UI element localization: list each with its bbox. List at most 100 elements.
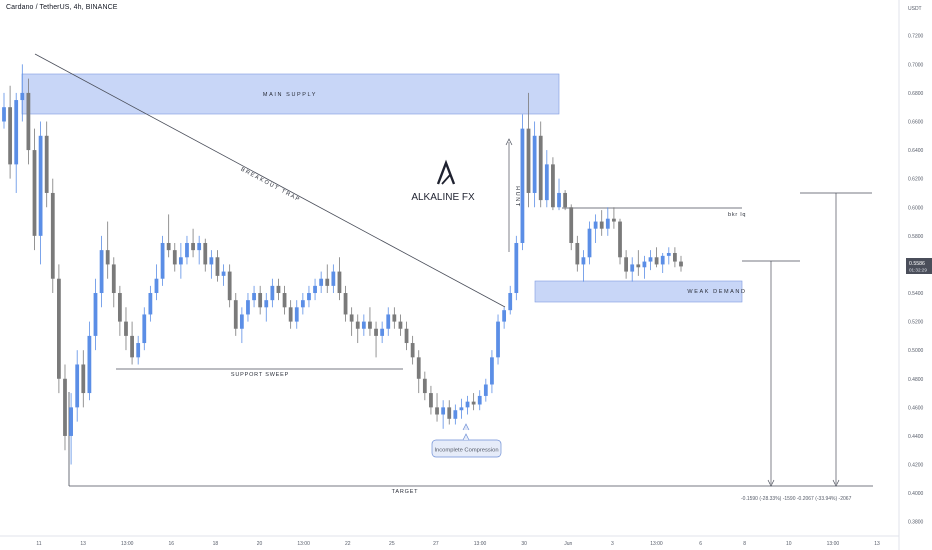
candle[interactable] (99, 250, 104, 294)
candle[interactable] (514, 242, 519, 294)
candle[interactable] (221, 271, 226, 276)
candle[interactable] (57, 278, 61, 379)
candle[interactable] (404, 328, 409, 344)
candle[interactable] (630, 264, 635, 272)
candle[interactable] (32, 150, 37, 236)
candle[interactable] (111, 264, 116, 294)
candle[interactable] (380, 328, 385, 336)
candle[interactable] (453, 410, 458, 419)
candle[interactable] (605, 218, 610, 229)
candle[interactable] (429, 393, 433, 408)
candle[interactable] (490, 357, 494, 385)
candle[interactable] (124, 321, 128, 336)
candle[interactable] (130, 335, 134, 358)
candle[interactable] (26, 92, 31, 151)
candle[interactable] (520, 128, 525, 243)
candle[interactable] (142, 314, 147, 344)
candle[interactable] (361, 321, 366, 329)
candle[interactable] (300, 300, 305, 308)
candle[interactable] (435, 407, 439, 415)
candle[interactable] (185, 242, 189, 258)
candle[interactable] (563, 192, 568, 208)
candle[interactable] (81, 364, 86, 394)
candle[interactable] (538, 135, 543, 201)
candle[interactable] (117, 293, 122, 322)
candle[interactable] (20, 92, 25, 101)
candle[interactable] (477, 395, 482, 405)
candle[interactable] (276, 285, 281, 294)
candle[interactable] (648, 257, 653, 262)
candle[interactable] (215, 257, 220, 276)
candle[interactable] (624, 257, 628, 272)
candle[interactable] (666, 252, 671, 256)
candle[interactable] (636, 264, 641, 268)
candle[interactable] (368, 321, 372, 329)
candle[interactable] (313, 285, 317, 294)
candle[interactable] (599, 221, 604, 229)
candle[interactable] (441, 407, 446, 415)
candle[interactable] (63, 378, 67, 436)
candle[interactable] (386, 314, 391, 329)
candle[interactable] (87, 335, 92, 394)
candle[interactable] (642, 261, 647, 268)
candle[interactable] (465, 401, 470, 408)
candle[interactable] (355, 321, 360, 329)
candle[interactable] (233, 300, 238, 329)
candle[interactable] (75, 364, 80, 408)
candle[interactable] (447, 407, 452, 419)
candle[interactable] (575, 242, 580, 265)
candle[interactable] (203, 242, 208, 265)
candle[interactable] (197, 242, 202, 251)
candle[interactable] (227, 271, 232, 301)
candle[interactable] (343, 293, 348, 315)
candle[interactable] (105, 250, 110, 265)
candle[interactable] (679, 261, 683, 267)
candle[interactable] (172, 250, 177, 265)
candle[interactable] (471, 401, 476, 405)
candle[interactable] (148, 293, 153, 315)
candle[interactable] (69, 407, 73, 436)
candle[interactable] (264, 300, 269, 308)
candle[interactable] (508, 293, 513, 311)
candle[interactable] (191, 242, 195, 251)
candle[interactable] (50, 192, 55, 279)
candle[interactable] (569, 207, 574, 243)
candle[interactable] (93, 293, 98, 336)
candle[interactable] (166, 242, 171, 251)
candle[interactable] (270, 285, 275, 301)
candle[interactable] (398, 321, 403, 329)
candle[interactable] (337, 271, 342, 294)
candle[interactable] (581, 257, 586, 265)
candle[interactable] (374, 328, 378, 336)
candle[interactable] (593, 221, 598, 229)
candle[interactable] (178, 257, 183, 265)
candle[interactable] (209, 257, 214, 265)
candle[interactable] (483, 384, 488, 396)
candle[interactable] (325, 278, 330, 286)
candle[interactable] (8, 107, 12, 165)
candle[interactable] (673, 252, 677, 262)
candle[interactable] (154, 278, 159, 294)
candle[interactable] (612, 218, 616, 222)
candle[interactable] (258, 293, 263, 308)
candle[interactable] (331, 271, 336, 286)
candle[interactable] (544, 164, 549, 201)
main-supply-zone[interactable] (21, 73, 560, 115)
candle[interactable] (392, 314, 397, 322)
breakout-trap-trendline[interactable] (34, 53, 506, 308)
candle[interactable] (319, 278, 324, 286)
candle[interactable] (532, 135, 537, 193)
candle[interactable] (660, 255, 665, 265)
candle[interactable] (526, 128, 531, 193)
candle[interactable] (252, 293, 256, 301)
candle[interactable] (410, 343, 415, 358)
candle[interactable] (136, 343, 141, 358)
weak-demand-zone[interactable] (534, 280, 743, 303)
candle[interactable] (14, 100, 19, 165)
candle[interactable] (307, 293, 311, 301)
candle[interactable] (160, 242, 165, 279)
last-price-badge[interactable]: 0.5586 01:32:29 (906, 258, 932, 274)
candle[interactable] (349, 314, 354, 322)
